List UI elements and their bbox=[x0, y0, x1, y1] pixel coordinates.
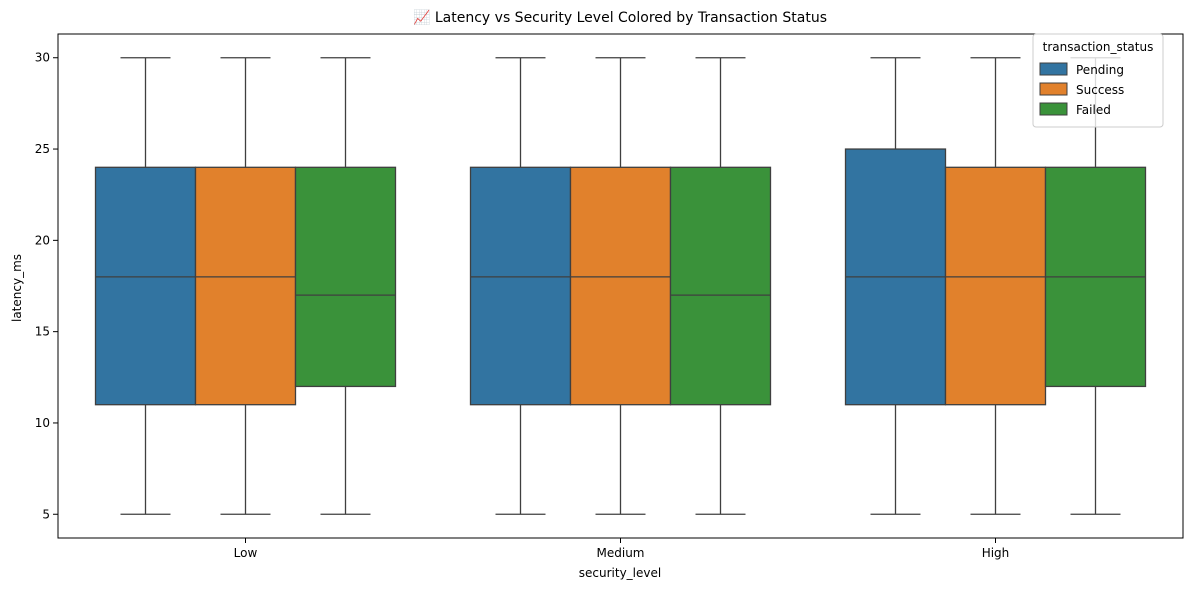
legend: transaction_status Pending Success Failed bbox=[1032, 33, 1164, 128]
box-high-success bbox=[944, 57, 1047, 515]
plot-area: 5 10 15 20 25 30 Low Medium High bbox=[35, 33, 1184, 560]
x-tick-label-low: Low bbox=[234, 546, 258, 560]
y-tick-label: 30 bbox=[35, 51, 50, 65]
x-axis-label: security_level bbox=[579, 566, 661, 580]
box-high-pending bbox=[844, 57, 947, 515]
box-medium-pending bbox=[469, 57, 572, 515]
x-tick-label-medium: Medium bbox=[597, 546, 645, 560]
box-medium-success bbox=[569, 57, 672, 515]
box-iqr bbox=[944, 166, 1047, 406]
box-iqr bbox=[569, 166, 672, 406]
legend-swatch bbox=[1039, 102, 1068, 116]
box-iqr bbox=[94, 166, 197, 406]
box-medium-failed bbox=[669, 57, 772, 515]
y-tick-label: 25 bbox=[35, 142, 50, 156]
legend-label: Success bbox=[1076, 83, 1124, 97]
y-tick-label: 20 bbox=[35, 233, 50, 247]
box-iqr bbox=[469, 166, 572, 406]
y-tick-label: 10 bbox=[35, 416, 50, 430]
y-tick-label: 5 bbox=[42, 507, 50, 521]
legend-entry-pending: Pending bbox=[1039, 62, 1124, 77]
legend-swatch bbox=[1039, 82, 1068, 96]
legend-entries: Pending Success Failed bbox=[1039, 62, 1124, 117]
box-iqr bbox=[669, 166, 772, 406]
box-low-success bbox=[194, 57, 297, 515]
legend-title: transaction_status bbox=[1043, 40, 1154, 54]
legend-entry-failed: Failed bbox=[1039, 102, 1111, 117]
legend-entry-success: Success bbox=[1039, 82, 1124, 97]
legend-label: Pending bbox=[1076, 63, 1124, 77]
legend-label: Failed bbox=[1076, 103, 1111, 117]
legend-swatch bbox=[1039, 62, 1068, 76]
box-iqr bbox=[194, 166, 297, 406]
y-tick-label: 15 bbox=[35, 325, 50, 339]
y-axis-label: latency_ms bbox=[10, 254, 24, 322]
box-iqr bbox=[294, 166, 397, 388]
box-low-failed bbox=[294, 57, 397, 515]
box-low-pending bbox=[94, 57, 197, 515]
x-tick-label-high: High bbox=[982, 546, 1010, 560]
chart-title: 📈 Latency vs Security Level Colored by T… bbox=[413, 9, 827, 26]
